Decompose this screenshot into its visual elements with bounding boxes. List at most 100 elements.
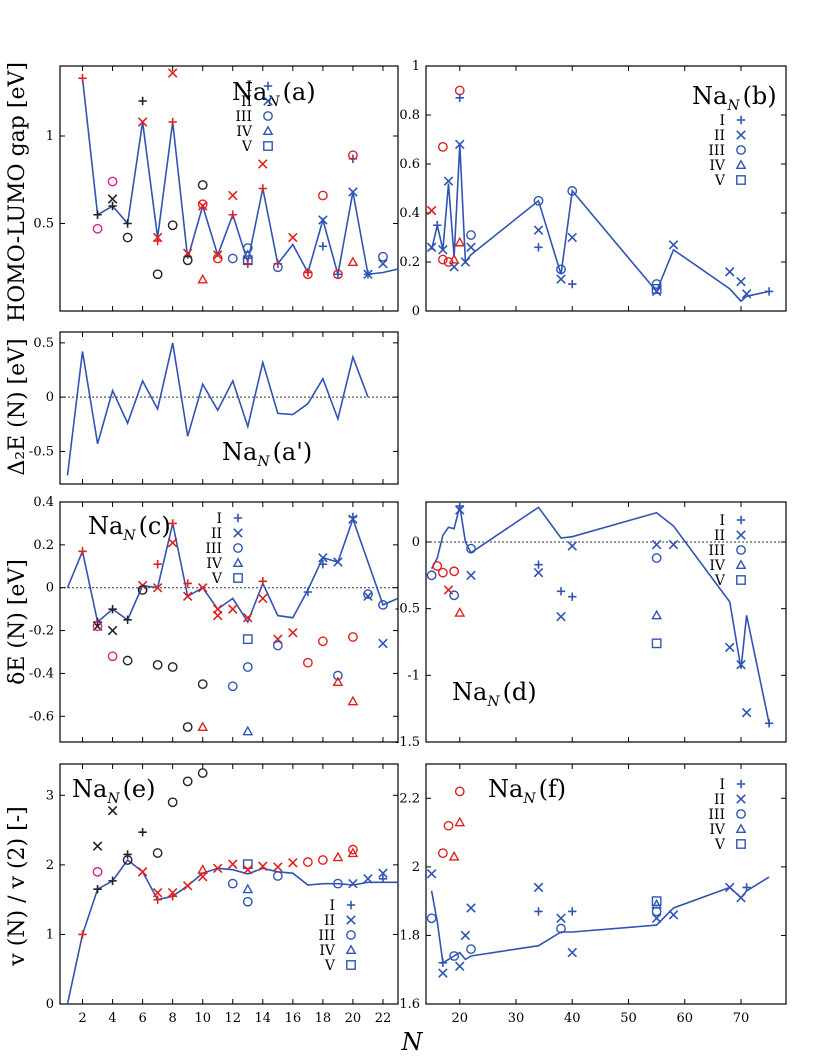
data-point-circle	[167, 220, 178, 231]
y-tick-label: 2.2	[399, 791, 420, 806]
legend-label: IV	[236, 124, 253, 140]
d2e-axis-title: Δ₂E (N) [eV]	[5, 338, 30, 475]
legend-label: IV	[709, 558, 726, 574]
data-point-cross	[454, 139, 465, 150]
data-point-plus	[318, 242, 328, 251]
data-point-plus	[123, 219, 132, 228]
data-point-plus	[764, 287, 774, 296]
legend-marker-square	[736, 575, 746, 585]
data-point-cross	[258, 593, 268, 604]
data-point-cross	[567, 947, 578, 958]
data-point-cross	[736, 659, 746, 670]
data-point-cross	[736, 276, 746, 287]
data-point-cross	[288, 858, 298, 868]
data-point-circle	[197, 180, 208, 190]
data-point-cross	[348, 878, 358, 889]
panel-title-sub: N	[122, 528, 136, 544]
data-point-circle	[272, 262, 283, 273]
data-point-circle	[227, 681, 238, 692]
data-point-cross	[668, 910, 679, 920]
legend-label: I	[329, 898, 335, 914]
data-point-circle	[454, 85, 465, 96]
data-point-cross	[288, 627, 298, 638]
series-line	[66, 516, 398, 624]
legend-label: V	[211, 571, 223, 587]
y-tick-label: -0.5	[29, 444, 54, 459]
y-tick-label: -0.4	[29, 666, 54, 681]
data-point-plus	[318, 559, 328, 569]
data-point-plus	[78, 74, 87, 83]
data-point-cross	[152, 582, 163, 593]
data-point-circle	[378, 599, 388, 610]
y-tick-label: 0.5	[33, 336, 54, 351]
y-tick-label: 0.8	[399, 108, 420, 123]
data-point-cross	[227, 604, 238, 614]
legend-marker-plus	[736, 515, 746, 525]
data-point-plus	[258, 184, 267, 193]
legend-marker-triangle	[735, 823, 747, 834]
panel-title-suffix: (a)	[283, 78, 316, 106]
data-point-cross	[533, 567, 544, 578]
data-point-circle	[302, 657, 313, 668]
data-point-cross	[182, 880, 193, 891]
data-point-circle	[432, 561, 443, 571]
data-point-triangle	[332, 851, 344, 862]
data-point-cross	[378, 258, 388, 269]
data-point-cross	[197, 201, 208, 211]
x-tick-label: 20	[451, 1011, 468, 1026]
plot-frame	[59, 65, 399, 312]
data-point-cross	[466, 903, 476, 913]
data-point-circle	[437, 254, 448, 265]
legend-label: I	[719, 777, 725, 793]
legend-label: III	[235, 109, 252, 125]
data-point-plus	[534, 560, 543, 569]
data-point-plus	[153, 559, 162, 569]
data-point-plus	[378, 874, 388, 883]
panel-title-base: Na	[222, 438, 257, 466]
data-point-circle	[122, 655, 133, 666]
data-point-cross	[651, 539, 662, 550]
data-point-circle	[152, 848, 163, 858]
y-tick-label: 2	[412, 860, 420, 875]
plot-frame	[59, 763, 399, 1005]
series-line	[66, 858, 398, 1004]
x-tick-label: 22	[375, 1011, 392, 1026]
x-tick-label: 4	[108, 1011, 116, 1026]
data-point-circle	[137, 584, 148, 595]
data-point-cross	[567, 232, 578, 243]
data-point-plus	[108, 876, 117, 886]
legend-label: III	[708, 543, 725, 559]
y-tick-label: 0.4	[33, 495, 54, 510]
data-point-plus	[108, 201, 117, 211]
data-point-cross	[167, 537, 178, 548]
series-line	[430, 144, 770, 303]
data-point-circle	[317, 855, 328, 865]
data-point-circle	[227, 878, 238, 889]
data-point-plus	[78, 547, 87, 556]
data-point-cross	[556, 913, 566, 924]
panel-title-sub: N	[256, 454, 270, 470]
data-point-cross	[567, 541, 578, 551]
legend-label: III	[708, 807, 725, 823]
legend-marker-circle	[233, 543, 243, 553]
y-tick-label: 1	[46, 129, 54, 144]
data-point-cross	[243, 612, 253, 623]
data-point-circle	[443, 820, 454, 831]
panel-title-suffix: (a')	[273, 438, 313, 466]
panel-title-base: Na	[692, 82, 727, 110]
legend-marker-cross	[233, 528, 243, 538]
data-point-cross	[556, 611, 566, 622]
legend-marker-circle	[736, 545, 746, 555]
data-point-cross	[348, 187, 358, 197]
data-point-cross	[288, 232, 298, 243]
data-point-cross	[736, 892, 746, 903]
series-group	[66, 342, 369, 476]
data-point-circle	[182, 722, 193, 732]
legend-marker-cross	[736, 130, 746, 140]
data-point-cross	[651, 913, 662, 924]
legend-marker-triangle	[735, 559, 747, 570]
